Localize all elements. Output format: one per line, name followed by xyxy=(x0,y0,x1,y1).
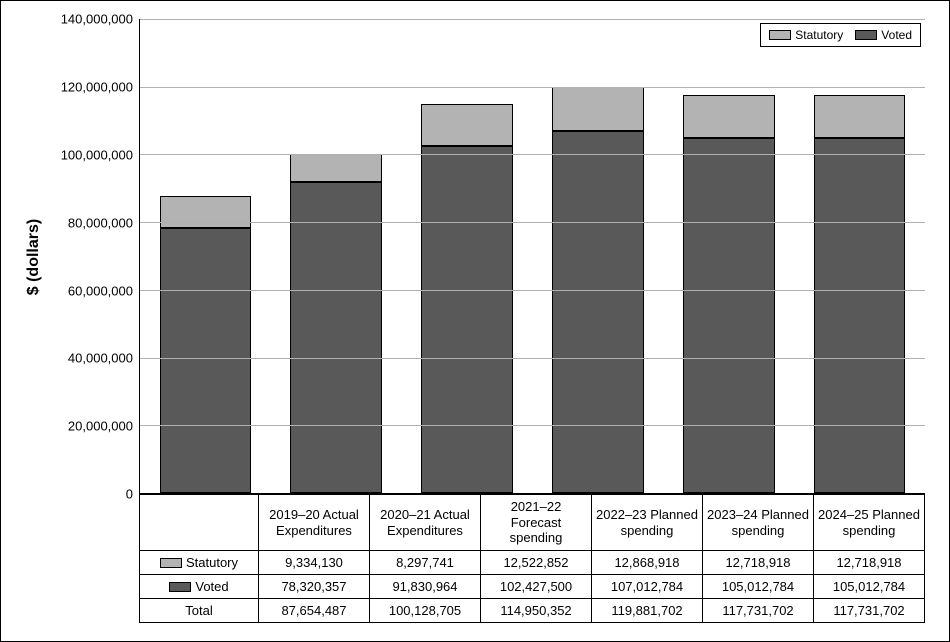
bar-segment-statutory xyxy=(683,95,775,138)
cell-stat-5: 12,718,918 xyxy=(814,551,925,575)
bar xyxy=(421,104,513,493)
bar-segment-voted xyxy=(290,182,382,493)
cell-vote-4: 105,012,784 xyxy=(703,575,814,599)
table-col-2: 2021–22 Forecast spending xyxy=(481,495,592,551)
bar-segment-voted xyxy=(814,138,906,494)
cell-stat-4: 12,718,918 xyxy=(703,551,814,575)
bar-slot xyxy=(794,19,925,493)
y-tick-label: 120,000,000 xyxy=(61,79,133,94)
data-table: 2019–20 Actual Expenditures 2020–21 Actu… xyxy=(139,494,925,623)
row-swatch-voted xyxy=(169,582,191,592)
cell-vote-5: 105,012,784 xyxy=(814,575,925,599)
bar-slot xyxy=(140,19,271,493)
gridline xyxy=(140,19,925,20)
cell-total-1: 100,128,705 xyxy=(370,599,481,623)
gridline xyxy=(140,493,925,494)
bar-segment-statutory xyxy=(552,87,644,131)
cell-total-0: 87,654,487 xyxy=(259,599,370,623)
y-tick-label: 80,000,000 xyxy=(68,215,133,230)
row-head-total: Total xyxy=(140,599,259,623)
row-head-statutory: Statutory xyxy=(140,551,259,575)
cell-total-4: 117,731,702 xyxy=(703,599,814,623)
row-head-voted: Voted xyxy=(140,575,259,599)
y-tick-label: 40,000,000 xyxy=(68,351,133,366)
cell-vote-1: 91,830,964 xyxy=(370,575,481,599)
table-corner-cell xyxy=(140,495,259,551)
gridline xyxy=(140,222,925,223)
bar-segment-voted xyxy=(683,138,775,494)
y-tick-label: 100,000,000 xyxy=(61,147,133,162)
row-swatch-statutory xyxy=(160,558,182,568)
cell-vote-0: 78,320,357 xyxy=(259,575,370,599)
y-axis-label: $ (dollars) xyxy=(25,218,43,294)
row-label-voted: Voted xyxy=(195,579,228,594)
bar-slot xyxy=(532,19,663,493)
bar xyxy=(160,196,252,493)
cell-total-2: 114,950,352 xyxy=(481,599,592,623)
bar-segment-statutory xyxy=(160,196,252,228)
table-col-1: 2020–21 Actual Expenditures xyxy=(370,495,481,551)
gridline xyxy=(140,290,925,291)
table-row-total: Total 87,654,487 100,128,705 114,950,352… xyxy=(140,599,925,623)
y-axis-ticks: 020,000,00040,000,00060,000,00080,000,00… xyxy=(49,19,139,494)
gridline xyxy=(140,154,925,155)
y-tick-label: 60,000,000 xyxy=(68,283,133,298)
cell-stat-1: 8,297,741 xyxy=(370,551,481,575)
bar-segment-voted xyxy=(552,131,644,493)
gridline xyxy=(140,87,925,88)
y-tick-label: 140,000,000 xyxy=(61,12,133,27)
table-row-statutory: Statutory 9,334,130 8,297,741 12,522,852… xyxy=(140,551,925,575)
bar-segment-statutory xyxy=(814,95,906,138)
row-label-total: Total xyxy=(185,603,212,618)
y-axis-label-column: $ (dollars) xyxy=(19,19,49,494)
bar-slot xyxy=(402,19,533,493)
bar-segment-voted xyxy=(160,228,252,493)
y-tick-label: 0 xyxy=(126,487,133,502)
bar-segment-voted xyxy=(421,146,513,493)
chart-frame: $ (dollars) 0 20,000,000 40,000,000 60,000,… xyxy=(0,0,950,642)
gridline xyxy=(140,358,925,359)
table-header-row: 2019–20 Actual Expenditures 2020–21 Actu… xyxy=(140,495,925,551)
bar-slot xyxy=(271,19,402,493)
table-col-4: 2023–24 Planned spending xyxy=(703,495,814,551)
table-col-5: 2024–25 Planned spending xyxy=(814,495,925,551)
cell-total-3: 119,881,702 xyxy=(592,599,703,623)
plot-area: Statutory Voted xyxy=(139,19,925,494)
cell-stat-0: 9,334,130 xyxy=(259,551,370,575)
table-col-0: 2019–20 Actual Expenditures xyxy=(259,495,370,551)
chart-area: $ (dollars) 020,000,00040,000,00060,000,… xyxy=(19,19,925,494)
cell-vote-3: 107,012,784 xyxy=(592,575,703,599)
cell-stat-3: 12,868,918 xyxy=(592,551,703,575)
gridline xyxy=(140,425,925,426)
cell-total-5: 117,731,702 xyxy=(814,599,925,623)
table-row-voted: Voted 78,320,357 91,830,964 102,427,500 … xyxy=(140,575,925,599)
bar-segment-statutory xyxy=(421,104,513,146)
bar-slot xyxy=(663,19,794,493)
bar xyxy=(290,154,382,493)
bars-container xyxy=(140,19,925,493)
row-label-statutory: Statutory xyxy=(186,555,238,570)
y-tick-label: 20,000,000 xyxy=(68,419,133,434)
cell-stat-2: 12,522,852 xyxy=(481,551,592,575)
table-col-3: 2022–23 Planned spending xyxy=(592,495,703,551)
cell-vote-2: 102,427,500 xyxy=(481,575,592,599)
bar-segment-statutory xyxy=(290,154,382,182)
